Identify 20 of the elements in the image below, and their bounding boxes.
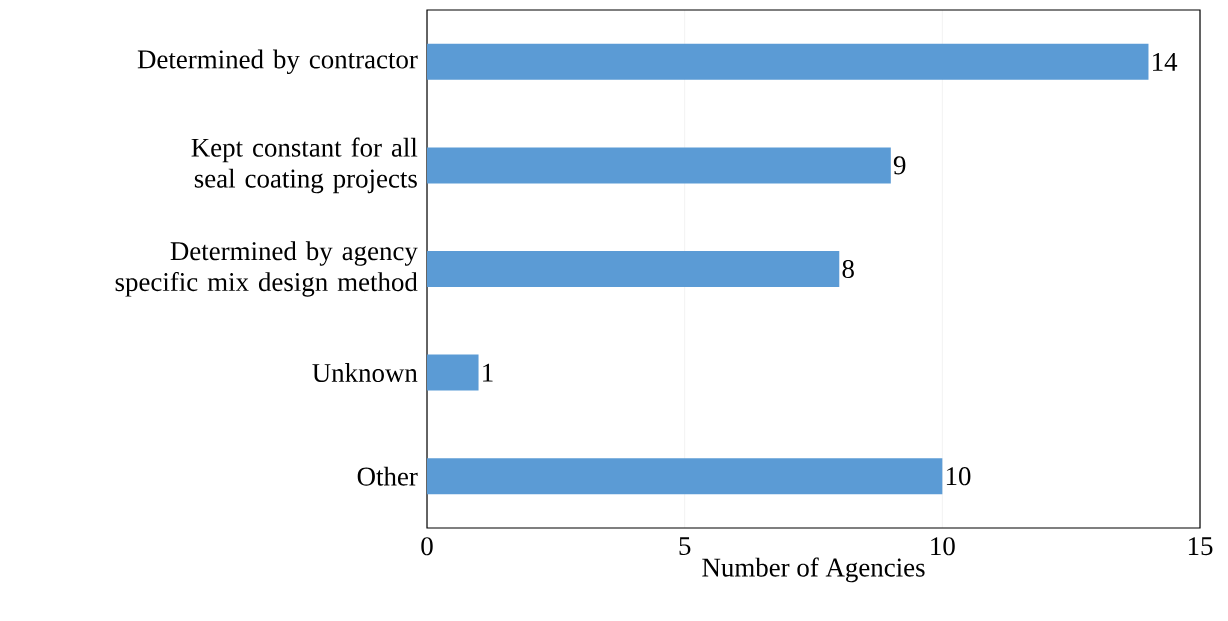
bar [427, 250, 840, 287]
data-label: 8 [842, 259, 854, 279]
data-label: 10 [946, 467, 971, 486]
y-tick-label: Kept constant for all seal coating projects [191, 137, 418, 194]
data-label: 14 [1153, 52, 1178, 71]
x-tick-label: 5 [679, 537, 691, 556]
data-label: 1 [483, 363, 493, 382]
bar [427, 147, 891, 184]
data-label: 9 [893, 156, 906, 175]
x-axis-title: Number of Agencies [702, 557, 925, 583]
y-tick-label: Determined by contractor [137, 49, 418, 75]
x-tick-label: 15 [1188, 537, 1213, 556]
bar [427, 458, 943, 495]
bar [427, 43, 1149, 80]
x-tick-label: 0 [421, 537, 433, 556]
y-tick-label: Unknown [312, 363, 418, 383]
x-tick-label: 10 [931, 537, 955, 556]
bar [427, 354, 479, 391]
y-tick-label: Other [357, 466, 418, 486]
y-tick-label: Determined by agency specific mix design method [115, 241, 418, 297]
